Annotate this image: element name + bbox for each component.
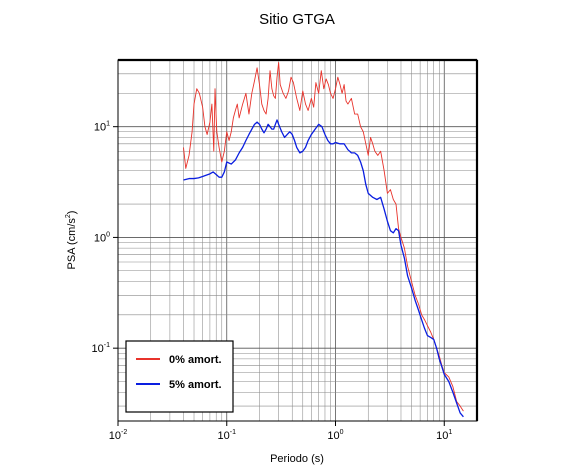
y-tick-label: 101 xyxy=(94,121,110,134)
y-tick-base: 10 xyxy=(94,232,106,244)
x-tick-base: 10 xyxy=(327,430,339,442)
x-tick-base: 10 xyxy=(436,430,448,442)
x-tick-label: 10-1 xyxy=(218,429,237,442)
legend-label-0: 0% amort. xyxy=(169,354,222,366)
grid xyxy=(117,59,478,421)
y-tick-base: 10 xyxy=(94,122,106,134)
y-axis-label-end: ) xyxy=(66,211,78,215)
y-tick-label: 10-1 xyxy=(92,342,111,355)
series-layer xyxy=(183,62,464,418)
legend: 0% amort. 5% amort. xyxy=(125,340,234,413)
plot-frame xyxy=(117,58,479,422)
legend-box xyxy=(125,340,234,413)
x-axis-label: Periodo (s) xyxy=(270,453,324,465)
x-tick-exponent: 1 xyxy=(448,429,452,436)
y-axis-label: PSA (cm/s2) xyxy=(65,211,78,270)
x-tick-base: 10 xyxy=(109,430,121,442)
y-tick-label: 100 xyxy=(94,231,110,244)
y-axis-label-main: PSA (cm/s xyxy=(66,218,78,270)
y-tick-exponent: 1 xyxy=(106,121,110,128)
y-tick-base: 10 xyxy=(92,343,104,355)
y-tick-exponent: -1 xyxy=(104,342,110,349)
x-tick-label: 10-2 xyxy=(109,429,128,442)
x-tick-exponent: 0 xyxy=(340,429,344,436)
x-tick-exponent: -1 xyxy=(230,429,236,436)
y-tick-exponent: 0 xyxy=(106,231,110,238)
x-tick-exponent: -2 xyxy=(121,429,127,436)
chart-title: Sitio GTGA xyxy=(259,11,335,28)
x-tick-base: 10 xyxy=(218,430,230,442)
series-line-1 xyxy=(183,119,464,418)
x-tick-label: 100 xyxy=(327,429,343,442)
series-line-0 xyxy=(183,62,464,412)
legend-label-1: 5% amort. xyxy=(169,379,222,391)
x-tick-label: 101 xyxy=(436,429,452,442)
y-axis-label-sup: 2 xyxy=(65,214,72,218)
